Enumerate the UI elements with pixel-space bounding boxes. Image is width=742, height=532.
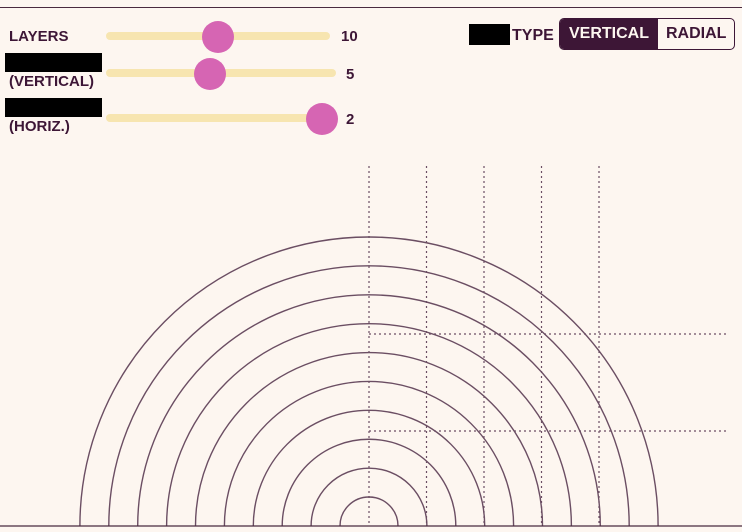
arc-layers — [79, 236, 659, 527]
layers-value: 10 — [341, 28, 358, 45]
grid-lines — [368, 166, 728, 526]
type-label: TYPE — [512, 27, 554, 44]
arc-layer — [281, 438, 457, 527]
type-toggle[interactable]: VERTICAL RADIAL — [559, 18, 736, 50]
horizontal-slider-track[interactable] — [106, 114, 322, 122]
arc-layer — [165, 322, 573, 527]
arc-layer — [137, 294, 601, 527]
horizontal-slider-thumb[interactable] — [306, 103, 338, 135]
vertical-value: 5 — [346, 66, 355, 83]
vertical-slider[interactable] — [106, 58, 336, 90]
type-option-radial[interactable]: RADIAL — [666, 25, 727, 42]
arc-layer — [252, 409, 486, 527]
redacted-label-horizontal — [5, 98, 102, 117]
vertical-label: (VERTICAL) — [9, 73, 94, 90]
arc-layer — [79, 236, 659, 527]
redacted-label-vertical — [5, 53, 102, 72]
layers-slider-thumb[interactable] — [202, 21, 234, 53]
horizontal-slider[interactable] — [106, 103, 338, 135]
horizontal-label: (HORIZ.) — [9, 118, 70, 135]
type-option-vertical[interactable]: VERTICAL — [560, 19, 658, 49]
layers-label: LAYERS — [9, 28, 69, 45]
layers-slider[interactable] — [106, 21, 330, 53]
arc-layer — [310, 467, 428, 527]
arc-layer — [194, 351, 544, 527]
top-divider — [0, 7, 742, 8]
vertical-slider-thumb[interactable] — [193, 58, 226, 90]
horizontal-value: 2 — [346, 111, 355, 128]
arc-layer — [223, 380, 515, 527]
redacted-label-type — [469, 24, 510, 45]
arc-layer — [108, 265, 630, 527]
arc-layer — [339, 496, 399, 527]
